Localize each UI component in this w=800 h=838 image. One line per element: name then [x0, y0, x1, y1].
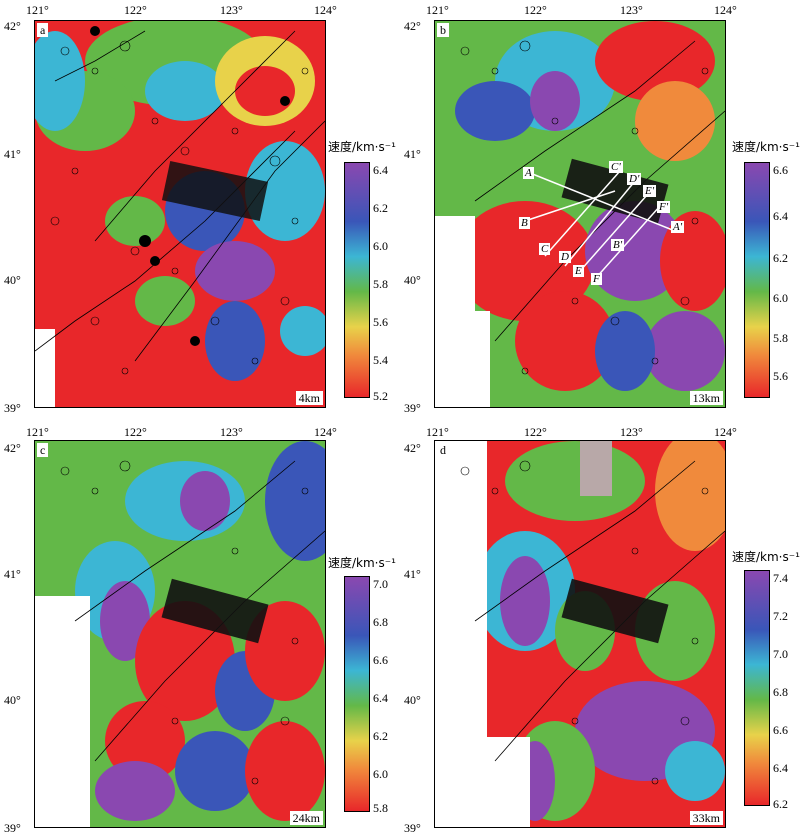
colorbar [344, 162, 370, 398]
profile-label: E' [643, 185, 657, 197]
lat-label: 40° [404, 693, 421, 707]
colorbar-tick: 7.0 [373, 577, 388, 591]
profile-label: A [523, 167, 534, 179]
colorbar-tick: 6.6 [773, 723, 788, 737]
lat-label: 40° [4, 693, 21, 707]
panel-letter: d [437, 443, 449, 457]
colorbar [744, 570, 770, 806]
lat-label: 39° [404, 401, 421, 415]
colorbar-tick: 7.0 [773, 647, 788, 661]
profile-label: B' [611, 239, 625, 251]
colorbar [344, 576, 370, 812]
profile-label: D' [627, 173, 642, 185]
colorbar-tick: 5.6 [373, 315, 388, 329]
depth-label: 4km [295, 391, 323, 405]
colorbar-tick: 5.8 [373, 801, 388, 815]
map-field [435, 441, 725, 827]
colorbar-tick: 5.8 [373, 277, 388, 291]
profile-label: F [591, 273, 602, 285]
lon-label: 121° [426, 3, 449, 17]
lat-label: 41° [404, 147, 421, 161]
lon-label: 123° [620, 3, 643, 17]
panel-letter: b [437, 23, 449, 37]
lat-label: 41° [4, 147, 21, 161]
lat-label: 41° [4, 567, 21, 581]
panel-letter: c [37, 443, 49, 457]
lat-label: 39° [4, 401, 21, 415]
colorbar-tick: 6.0 [373, 239, 388, 253]
colorbar-tick: 5.2 [373, 389, 388, 403]
lat-label: 40° [404, 273, 421, 287]
colorbar-tick: 5.8 [773, 331, 788, 345]
lat-label: 40° [4, 273, 21, 287]
lon-label: 124° [714, 425, 737, 439]
colorbar-tick: 6.2 [773, 251, 788, 265]
lon-label: 123° [220, 3, 243, 17]
depth-label: 13km [689, 391, 723, 405]
map-field [35, 441, 325, 827]
profile-label: F' [657, 201, 671, 213]
profile-label: D [559, 251, 571, 263]
colorbar-title: 速度/km·s⁻¹ [328, 140, 396, 154]
profile-label: C [539, 243, 551, 255]
panel-letter: a [37, 23, 49, 37]
lon-label: 123° [620, 425, 643, 439]
velocity-map: d 33km [434, 440, 726, 828]
colorbar-tick: 6.2 [373, 201, 388, 215]
colorbar-title: 速度/km·s⁻¹ [732, 550, 800, 564]
lon-label: 124° [714, 3, 737, 17]
colorbar-tick: 5.6 [773, 369, 788, 383]
colorbar-tick: 6.6 [773, 163, 788, 177]
colorbar-title: 速度/km·s⁻¹ [328, 556, 396, 570]
lon-label: 122° [124, 425, 147, 439]
depth-label: 24km [289, 811, 323, 825]
colorbar-tick: 6.4 [373, 163, 388, 177]
lon-label: 122° [124, 3, 147, 17]
colorbar-tick: 6.2 [773, 797, 788, 811]
colorbar-tick: 5.4 [373, 353, 388, 367]
lon-label: 121° [26, 425, 49, 439]
lat-label: 42° [4, 19, 21, 33]
colorbar-tick: 6.4 [373, 691, 388, 705]
lat-label: 39° [404, 821, 421, 835]
profile-label: B [519, 217, 530, 229]
colorbar-tick: 6.4 [773, 761, 788, 775]
profile-label: C' [609, 161, 623, 173]
velocity-map: a 4km [34, 20, 326, 408]
colorbar-tick: 6.0 [373, 767, 388, 781]
lon-label: 122° [524, 425, 547, 439]
colorbar-tick: 6.8 [773, 685, 788, 699]
velocity-map: c 24km [34, 440, 326, 828]
colorbar-tick: 6.8 [373, 615, 388, 629]
lon-label: 121° [26, 3, 49, 17]
map-field [35, 21, 325, 407]
colorbar-tick: 6.6 [373, 653, 388, 667]
lon-label: 124° [314, 3, 337, 17]
velocity-map: b 13km A A' B B' C C' D D' E E' F F' [434, 20, 726, 408]
colorbar-tick: 7.4 [773, 571, 788, 585]
lat-label: 41° [404, 567, 421, 581]
lon-label: 123° [220, 425, 243, 439]
lat-label: 39° [4, 821, 21, 835]
lat-label: 42° [404, 441, 421, 455]
colorbar-tick: 6.4 [773, 209, 788, 223]
lon-label: 121° [426, 425, 449, 439]
lon-label: 124° [314, 425, 337, 439]
map-field [435, 21, 725, 407]
colorbar [744, 162, 770, 398]
profile-label: E [573, 265, 584, 277]
colorbar-title: 速度/km·s⁻¹ [732, 140, 800, 154]
colorbar-tick: 7.2 [773, 609, 788, 623]
lat-label: 42° [404, 19, 421, 33]
lat-label: 42° [4, 441, 21, 455]
profile-label: A' [671, 221, 685, 233]
lon-label: 122° [524, 3, 547, 17]
colorbar-tick: 6.2 [373, 729, 388, 743]
depth-label: 33km [689, 811, 723, 825]
colorbar-tick: 6.0 [773, 291, 788, 305]
